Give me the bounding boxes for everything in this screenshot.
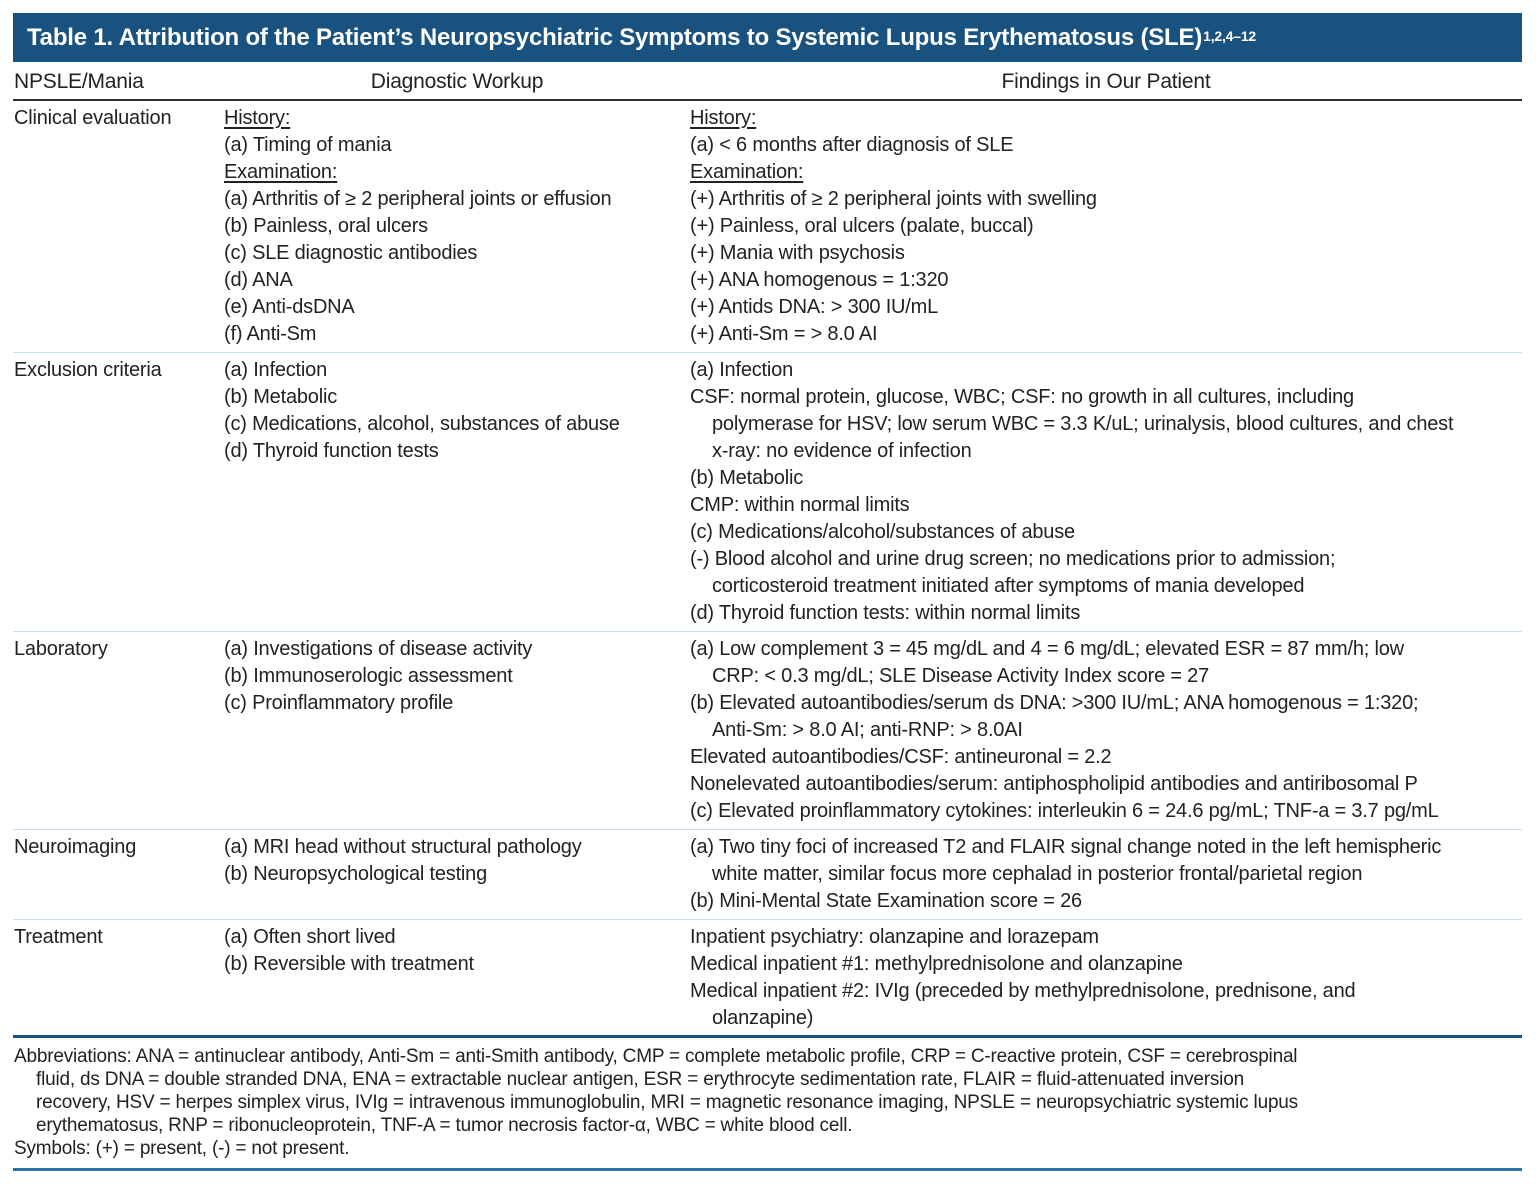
cell-line: (b) Metabolic: [690, 467, 803, 489]
cell-line: (d) ANA: [224, 269, 293, 291]
cell-line: (c) SLE diagnostic antibodies: [224, 242, 478, 264]
footnote-line: erythematosus, RNP = ribonucleoprotein, …: [36, 1115, 853, 1136]
diagnostic-workup-cell: (a) Often short lived (b) Reversible with…: [224, 924, 690, 1032]
cell-line: (b) Reversible with treatment: [224, 953, 474, 975]
cell-line: Medical inpatient #2: IVIg (preceded by …: [690, 980, 1356, 1002]
cell-line: CMP: within normal limits: [690, 494, 910, 516]
cell-line: History:: [690, 107, 757, 129]
table-row: Laboratory (a) Investigations of disease …: [13, 632, 1522, 830]
findings-cell: Inpatient psychiatry: olanzapine and lor…: [690, 924, 1522, 1032]
row-category-label: Treatment: [14, 926, 103, 948]
page-bottom-rule: [13, 1168, 1522, 1171]
cell-line: (a) MRI head without structural patholog…: [224, 836, 582, 858]
column-header-npsle-mania: NPSLE/Mania: [14, 70, 144, 93]
cell-line: (+) Anti-Sm = > 8.0 AI: [690, 323, 878, 345]
cell-line: olanzapine): [712, 1007, 814, 1029]
cell-line: (c) Medications/alcohol/substances of ab…: [690, 521, 1075, 543]
row-category-label: Neuroimaging: [14, 836, 137, 858]
cell-line: x-ray: no evidence of infection: [712, 440, 972, 462]
table-title-superscript: 1,2,4–12: [1203, 27, 1257, 44]
cell-line: (+) Painless, oral ulcers (palate, bucca…: [690, 215, 1034, 237]
cell-line: (e) Anti-dsDNA: [224, 296, 355, 318]
diagnostic-workup-cell: (a) Infection (b) Metabolic (c) Medication…: [224, 357, 690, 627]
table-title: Table 1. Attribution of the Patient’s Ne…: [27, 23, 1203, 51]
cell-line: (d) Thyroid function tests: [224, 440, 439, 462]
cell-line: Anti-Sm: > 8.0 AI; anti-RNP: > 8.0AI: [712, 719, 1023, 741]
table-row: Treatment (a) Often short lived (b) Revers…: [13, 920, 1522, 1036]
table-body: Clinical evaluation History: (a) Timing of…: [13, 101, 1522, 1036]
cell-line: Nonelevated autoantibodies/serum: antiph…: [690, 773, 1418, 795]
table-row: Exclusion criteria (a) Infection (b) Metab…: [13, 353, 1522, 632]
cell-line: (+) ANA homogenous = 1:320: [690, 269, 949, 291]
findings-cell: History: (a) < 6 months after diagnosis o…: [690, 105, 1522, 348]
cell-line: (d) Thyroid function tests: within norma…: [690, 602, 1081, 624]
cell-line: Medical inpatient #1: methylprednisolone…: [690, 953, 1183, 975]
cell-line: corticosteroid treatment initiated after…: [712, 575, 1305, 597]
cell-line: (a) Infection: [224, 359, 328, 381]
table-bottom-accent-rule: [13, 1035, 1522, 1038]
cell-line: (-) Blood alcohol and urine drug screen;…: [690, 548, 1336, 570]
table-title-bar: Table 1. Attribution of the Patient’s Ne…: [13, 13, 1522, 62]
cell-line: Examination:: [224, 161, 338, 183]
cell-line: CRP: < 0.3 mg/dL; SLE Disease Activity I…: [712, 665, 1210, 687]
cell-line: (b) Immunoserologic assessment: [224, 665, 513, 687]
column-header-findings: Findings in Our Patient: [1001, 70, 1211, 93]
cell-line: (b) Metabolic: [224, 386, 337, 408]
table-row: Clinical evaluation History: (a) Timing of…: [13, 101, 1522, 353]
findings-cell: (a) Infection CSF: normal protein, glucos…: [690, 357, 1522, 627]
column-header-row: NPSLE/Mania Diagnostic Workup Findings i…: [13, 62, 1522, 101]
cell-line: (a) Investigations of disease activity: [224, 638, 533, 660]
cell-line: (b) Elevated autoantibodies/serum ds DNA…: [690, 692, 1419, 714]
cell-line: (b) Painless, oral ulcers: [224, 215, 428, 237]
cell-line: (c) Medications, alcohol, substances of …: [224, 413, 620, 435]
row-category-label: Laboratory: [14, 638, 108, 660]
column-header-diagnostic-workup: Diagnostic Workup: [370, 70, 544, 93]
cell-line: (+) Arthritis of ≥ 2 peripheral joints w…: [690, 188, 1097, 210]
footnote-line: fluid, ds DNA = double stranded DNA, ENA…: [36, 1069, 1244, 1090]
footnote-line: recovery, HSV = herpes simplex virus, IV…: [36, 1092, 1298, 1113]
cell-line: Inpatient psychiatry: olanzapine and lor…: [690, 926, 1099, 948]
diagnostic-workup-cell: (a) MRI head without structural patholog…: [224, 834, 690, 915]
cell-line: (c) Elevated proinflammatory cytokines: …: [690, 800, 1439, 822]
cell-line: (a) Arthritis of ≥ 2 peripheral joints o…: [224, 188, 612, 210]
cell-line: (a) Infection: [690, 359, 794, 381]
cell-line: CSF: normal protein, glucose, WBC; CSF: …: [690, 386, 1354, 408]
cell-line: Elevated autoantibodies/CSF: antineurona…: [690, 746, 1112, 768]
cell-line: (a) Timing of mania: [224, 134, 392, 156]
cell-line: (a) < 6 months after diagnosis of SLE: [690, 134, 1014, 156]
footnote-line: Symbols: (+) = present, (-) = not presen…: [14, 1138, 350, 1159]
cell-line: History:: [224, 107, 291, 129]
cell-line: (b) Mini-Mental State Examination score …: [690, 890, 1082, 912]
cell-line: polymerase for HSV; low serum WBC = 3.3 …: [712, 413, 1454, 435]
cell-line: (+) Antids DNA: > 300 IU/mL: [690, 296, 939, 318]
cell-line: (+) Mania with psychosis: [690, 242, 905, 264]
cell-line: (a) Two tiny foci of increased T2 and FL…: [690, 836, 1442, 858]
findings-cell: (a) Two tiny foci of increased T2 and FL…: [690, 834, 1522, 915]
row-category-label: Exclusion criteria: [14, 359, 162, 381]
footnote-line: Abbreviations: ANA = antinuclear antibod…: [14, 1046, 1298, 1067]
cell-line: (a) Low complement 3 = 45 mg/dL and 4 = …: [690, 638, 1404, 660]
cell-line: white matter, similar focus more cephala…: [712, 863, 1363, 885]
cell-line: (b) Neuropsychological testing: [224, 863, 488, 885]
table-row: Neuroimaging (a) MRI head without structu…: [13, 830, 1522, 920]
findings-cell: (a) Low complement 3 = 45 mg/dL and 4 = …: [690, 636, 1522, 825]
cell-line: Examination:: [690, 161, 804, 183]
cell-line: (a) Often short lived: [224, 926, 396, 948]
row-category-label: Clinical evaluation: [14, 107, 172, 129]
diagnostic-workup-cell: (a) Investigations of disease activity (b…: [224, 636, 690, 825]
cell-line: (c) Proinflammatory profile: [224, 692, 454, 714]
cell-line: (f) Anti-Sm: [224, 323, 317, 345]
footnotes: Abbreviations: ANA = antinuclear antibod…: [13, 1038, 1522, 1166]
diagnostic-workup-cell: History: (a) Timing of mania Examination: (…: [224, 105, 690, 348]
